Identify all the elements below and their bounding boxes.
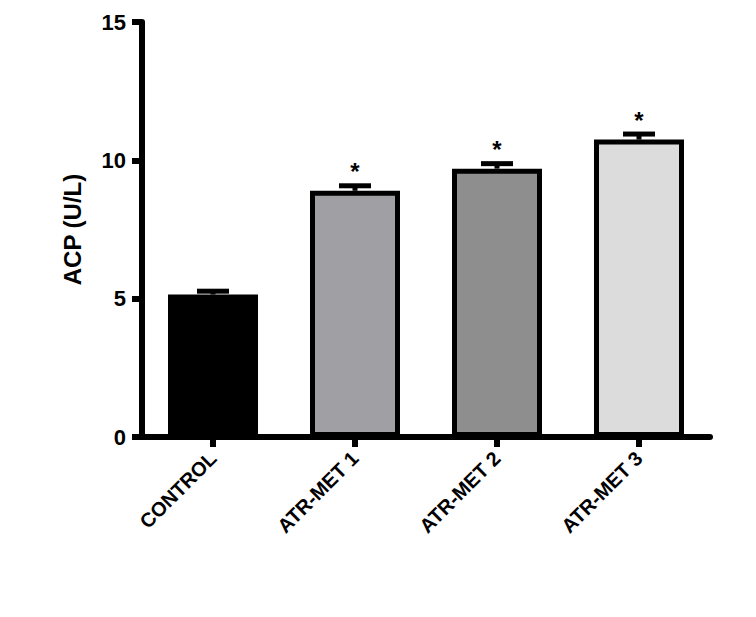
svg-text:*: * — [350, 158, 360, 185]
svg-text:*: * — [634, 107, 644, 134]
svg-text:0: 0 — [114, 425, 126, 450]
svg-text:CONTROL: CONTROL — [135, 447, 220, 532]
svg-text:ATR-MET 2: ATR-MET 2 — [415, 447, 505, 537]
svg-text:15: 15 — [102, 10, 126, 35]
svg-text:ATR-MET 3: ATR-MET 3 — [557, 447, 647, 537]
svg-text:ACP (U/L): ACP (U/L) — [59, 174, 86, 286]
svg-text:10: 10 — [102, 148, 126, 173]
svg-text:ATR-MET 1: ATR-MET 1 — [273, 447, 363, 537]
svg-text:5: 5 — [114, 286, 126, 311]
svg-text:*: * — [492, 136, 502, 163]
